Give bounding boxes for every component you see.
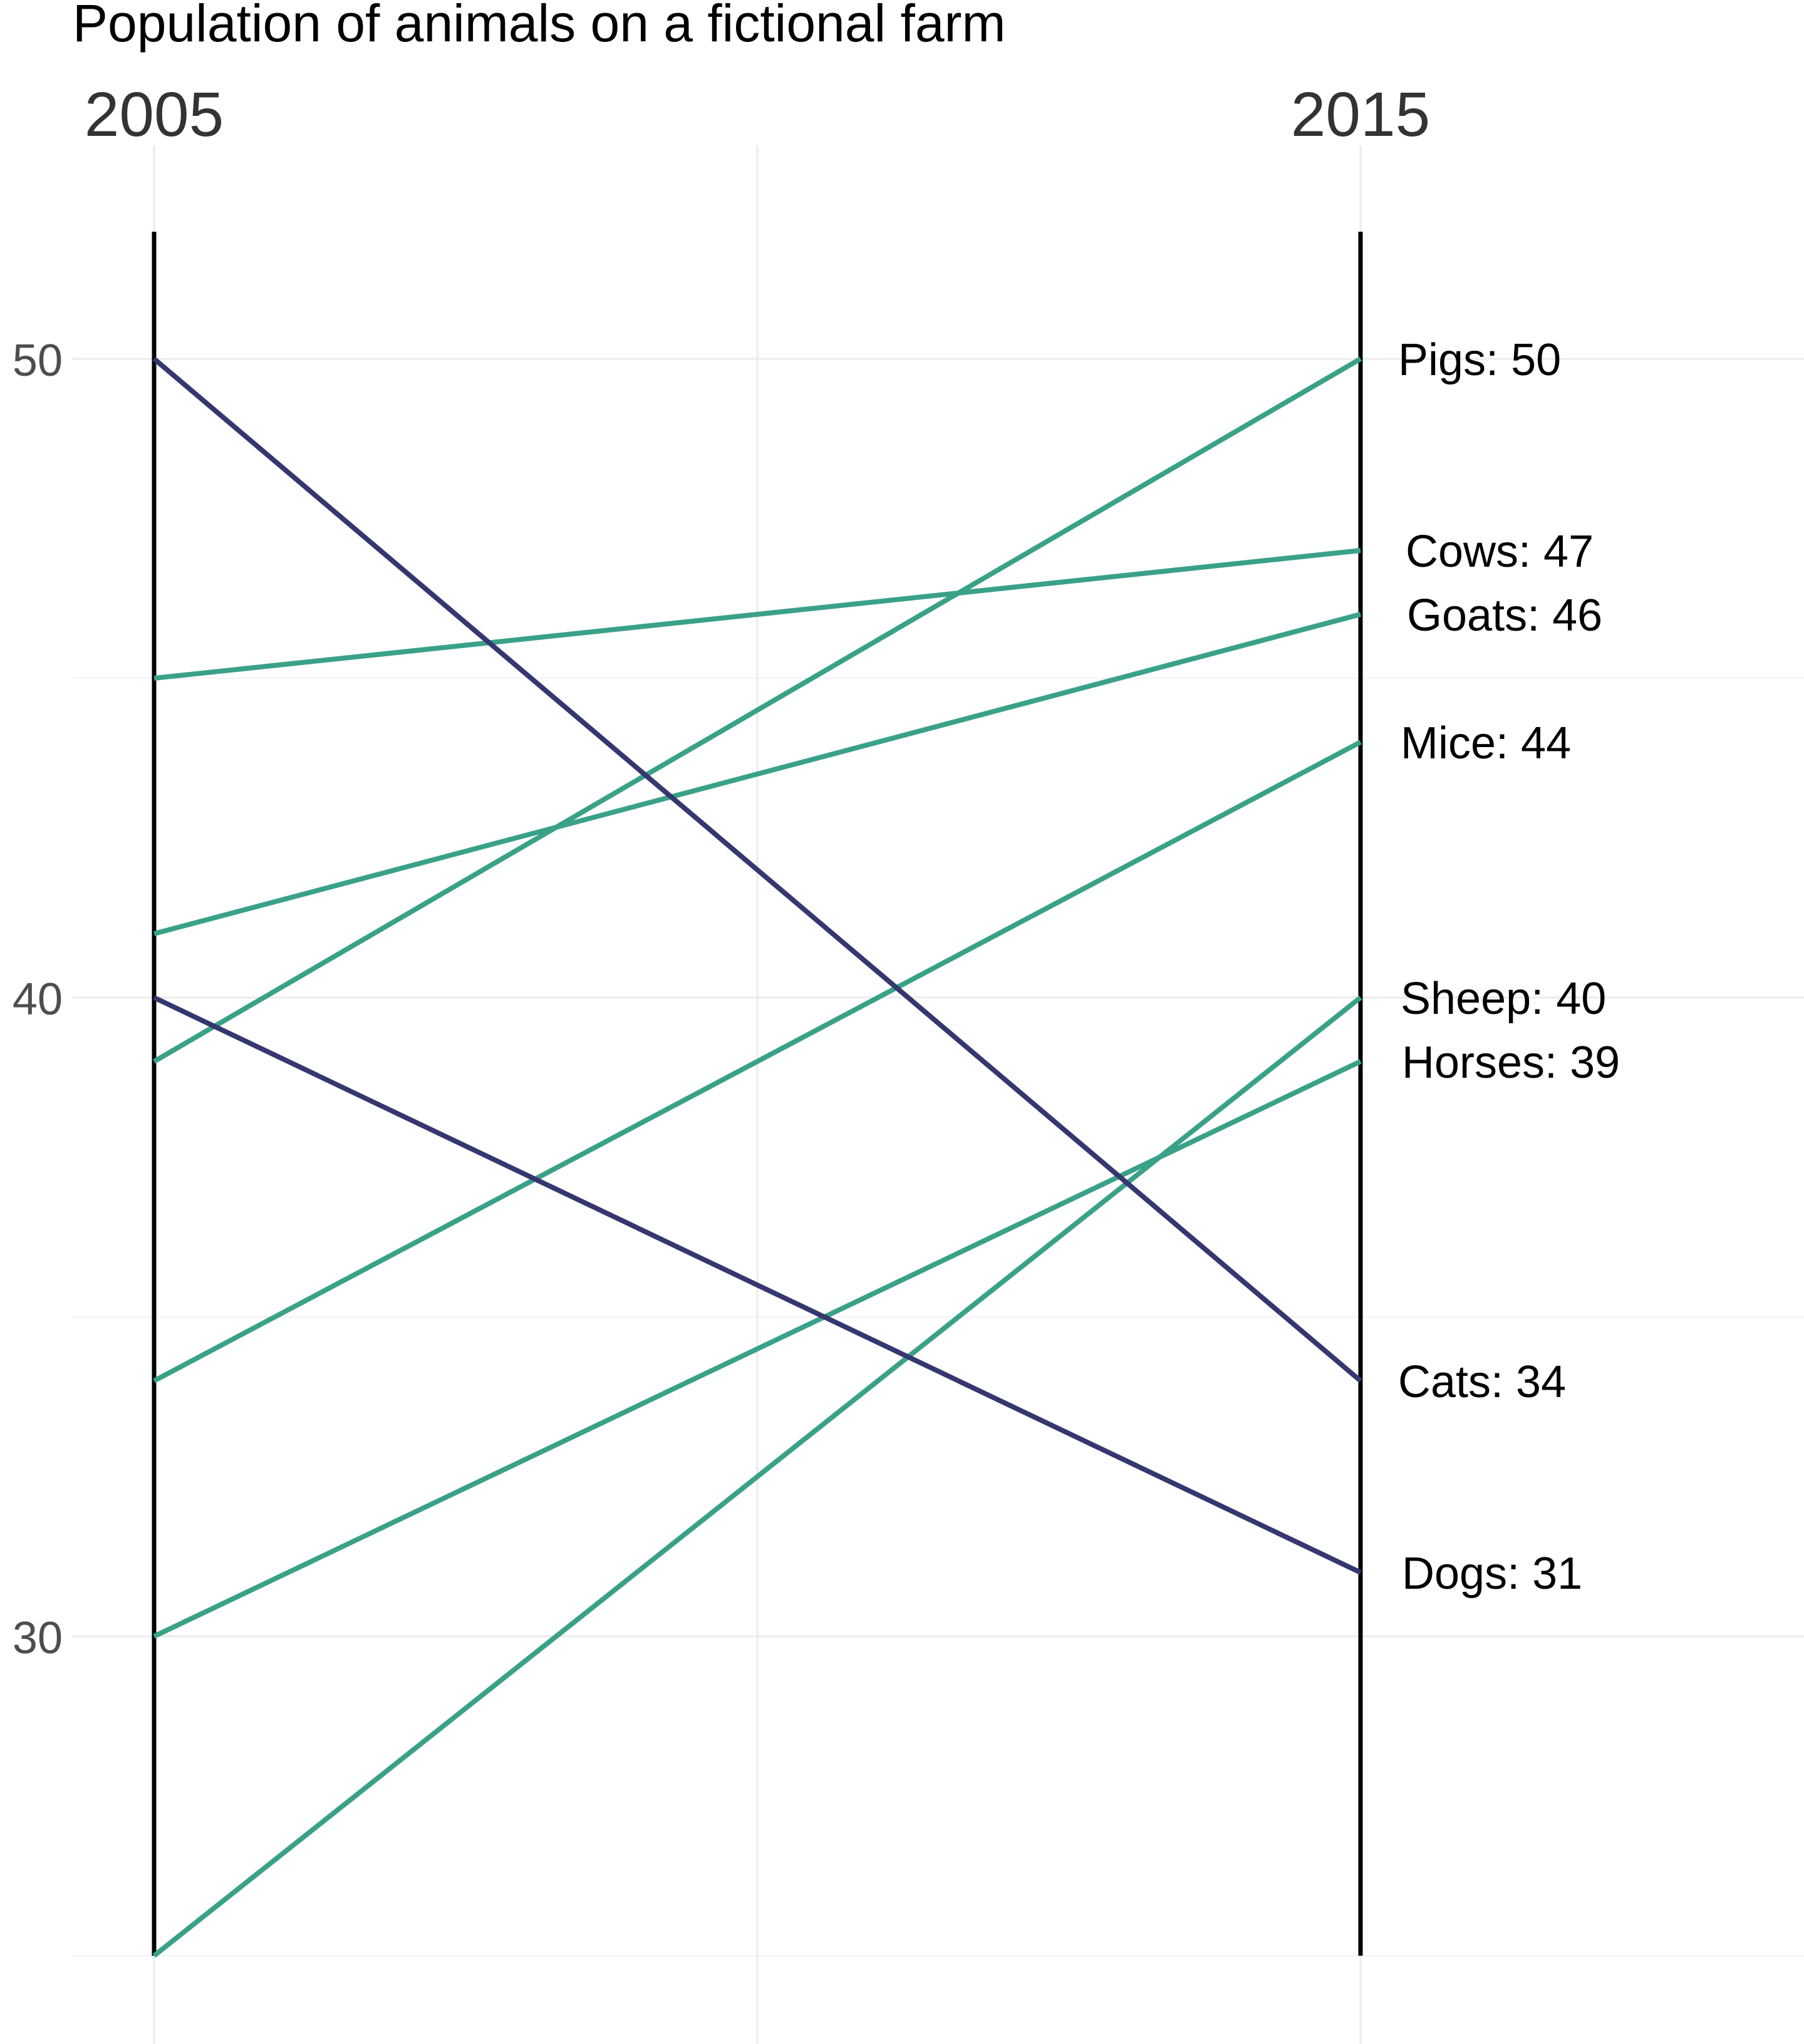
end-label-cats: Cats: 34 (1398, 1357, 1566, 1407)
end-label-mice: Mice: 44 (1401, 718, 1571, 768)
series-line-horses (153, 1059, 1362, 1639)
end-label-pigs: Pigs: 50 (1398, 335, 1561, 385)
y-tick-label-50: 50 (13, 336, 63, 386)
end-label-sheep: Sheep: 40 (1401, 974, 1606, 1024)
end-label-cows: Cows: 47 (1406, 527, 1594, 577)
series-line-pigs (152, 356, 1362, 1064)
series-line-cats (152, 356, 1362, 1383)
end-label-dogs: Dogs: 31 (1402, 1549, 1582, 1599)
series-line-dogs (153, 995, 1362, 1575)
series-layer (152, 356, 1362, 1958)
grid-layer (73, 145, 1804, 2044)
end-label-goats: Goats: 46 (1407, 591, 1602, 641)
x-tick-label-2015: 2015 (1291, 80, 1430, 150)
x-tick-label-2005: 2005 (85, 80, 224, 150)
chart-title: Population of animals on a fictional far… (73, 0, 1005, 53)
label-layer: Pigs: 50 Cows: 47 Goats: 46 Mice: 44 Sheep: … (1398, 335, 1620, 1599)
series-line-cows (153, 548, 1361, 681)
end-label-horses: Horses: 39 (1402, 1038, 1620, 1088)
series-line-goats (153, 612, 1362, 936)
axis-layer: 30 40 50 (13, 232, 1363, 1956)
y-tick-label-30: 30 (13, 1613, 63, 1663)
y-tick-label-40: 40 (13, 974, 63, 1025)
series-line-mice (153, 740, 1362, 1383)
